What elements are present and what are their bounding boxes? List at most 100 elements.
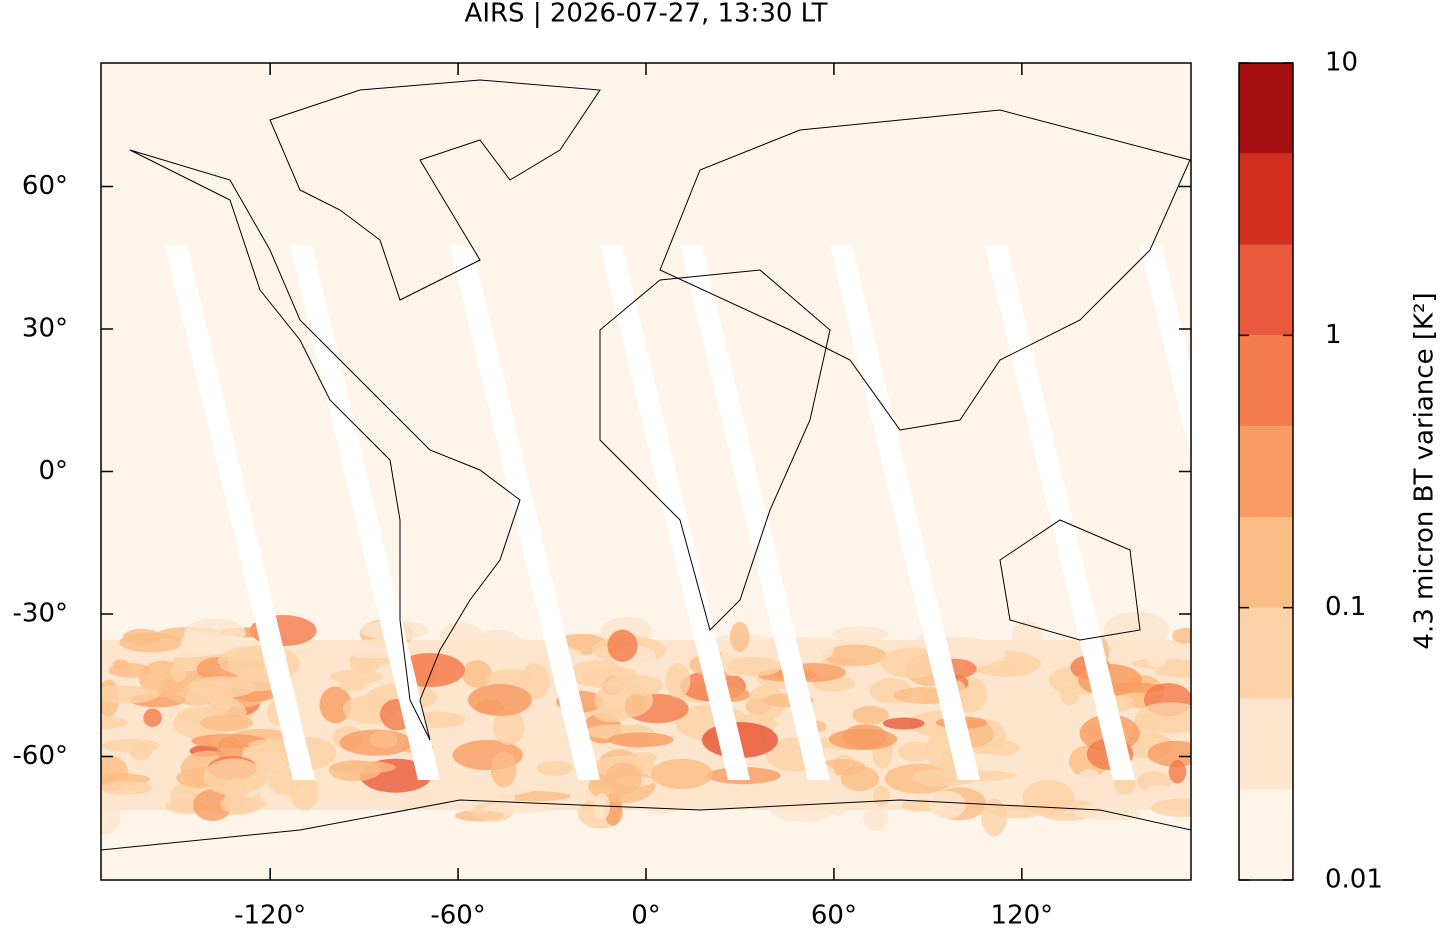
colorbar-tick-label: 1 [1325, 320, 1342, 350]
variance-blob [259, 786, 277, 803]
variance-blob [840, 766, 880, 792]
variance-blob [872, 785, 890, 807]
variance-blob [490, 751, 517, 788]
colorbar-tick-label: 0.01 [1325, 865, 1383, 895]
data-gap [830, 245, 980, 780]
variance-blob [203, 758, 264, 796]
variance-blob [607, 629, 638, 662]
x-tick-label: 60° [811, 901, 857, 931]
variance-blob [822, 644, 887, 667]
variance-blob [170, 662, 187, 682]
x-tick-label: 0° [631, 901, 661, 931]
colorbar-tick-label: 0.1 [1325, 592, 1366, 622]
data-gap [290, 245, 440, 780]
variance-blob [925, 732, 956, 769]
colorbar-frame [1238, 62, 1294, 881]
variance-blob [462, 660, 492, 688]
variance-blob [1135, 702, 1191, 734]
variance-blob [607, 732, 674, 748]
variance-core [468, 684, 532, 716]
variance-blob [465, 779, 536, 797]
y-tick-label: 0° [38, 456, 68, 486]
variance-blob [101, 685, 160, 704]
variance-blob [1022, 779, 1075, 817]
data-gap [450, 245, 600, 780]
colorbar-bin [1239, 63, 1293, 154]
data-gap [985, 245, 1135, 780]
variance-blob [628, 751, 658, 764]
data-gap [1140, 245, 1191, 459]
variance-blob [472, 629, 524, 663]
data-gap [600, 245, 750, 780]
data-gap [680, 245, 830, 780]
variance-blob [493, 709, 525, 745]
variance-blob [193, 789, 233, 822]
colorbar-bin [1239, 335, 1293, 427]
variance-blob [1168, 760, 1187, 784]
variance-blob [119, 632, 183, 653]
variance-blob [828, 728, 898, 751]
map-title: AIRS | 2026-07-27, 13:30 LT [465, 0, 828, 29]
variance-blob [1154, 666, 1191, 678]
variance-blob [101, 781, 153, 795]
variance-blob [928, 790, 967, 819]
variance-blob [483, 803, 556, 814]
variance-blob [330, 669, 384, 684]
variance-blob [485, 669, 536, 689]
variance-blob [128, 742, 152, 761]
variance-field [101, 63, 1191, 880]
variance-blob [200, 714, 254, 732]
x-tick-label: 120° [991, 901, 1054, 931]
variance-blob [695, 797, 749, 810]
variance-blob [319, 686, 352, 724]
colorbar-bin [1239, 698, 1293, 790]
variance-blob [957, 644, 1001, 666]
variance-blob [726, 656, 782, 677]
colorbar-tick-label: 10 [1325, 48, 1358, 78]
variance-blob [101, 797, 121, 835]
variance-blob [863, 803, 889, 831]
colorbar-bin [1239, 244, 1293, 336]
colorbar-bin [1239, 426, 1293, 518]
x-tick-label: -60° [430, 901, 485, 931]
variance-blob [536, 760, 573, 776]
colorbar-bin [1239, 789, 1293, 880]
variance-blob [1151, 798, 1191, 818]
coastlines [101, 79, 1191, 851]
colorbar-bin [1239, 607, 1293, 699]
variance-blob [1147, 740, 1191, 767]
variance-blob [370, 730, 398, 749]
y-tick-label: -60° [13, 741, 68, 771]
variance-blob [1147, 651, 1167, 668]
variance-blob [101, 716, 128, 729]
variance-blob [1144, 784, 1172, 800]
y-tick-label: 30° [22, 314, 68, 344]
x-tick-label: -120° [234, 901, 306, 931]
variance-blob [769, 795, 836, 822]
variance-blob [439, 622, 484, 648]
variance-blob [220, 794, 255, 814]
colorbar-label: 4.3 micron BT variance [K²] [1410, 292, 1440, 649]
variance-blob [831, 626, 889, 642]
variance-blob [180, 631, 219, 657]
variance-blob [1076, 768, 1102, 796]
variance-blob [604, 762, 643, 795]
y-tick-label: 60° [22, 171, 68, 201]
variance-blob [1059, 685, 1079, 706]
variance-blob [290, 774, 319, 811]
variance-blob [1011, 620, 1043, 652]
variance-blob [983, 740, 1020, 756]
variance-blob [143, 708, 162, 727]
variance-blob [729, 621, 750, 652]
variance-blob [650, 758, 713, 790]
variance-blob [1172, 627, 1191, 644]
variance-blob [625, 693, 647, 714]
variance-blob [1140, 639, 1182, 653]
variance-blob [665, 663, 691, 698]
variance-blob [108, 662, 152, 678]
variance-blob [604, 674, 664, 697]
variance-blob [981, 798, 1007, 837]
variance-blob [329, 760, 396, 774]
data-gap [165, 245, 315, 780]
